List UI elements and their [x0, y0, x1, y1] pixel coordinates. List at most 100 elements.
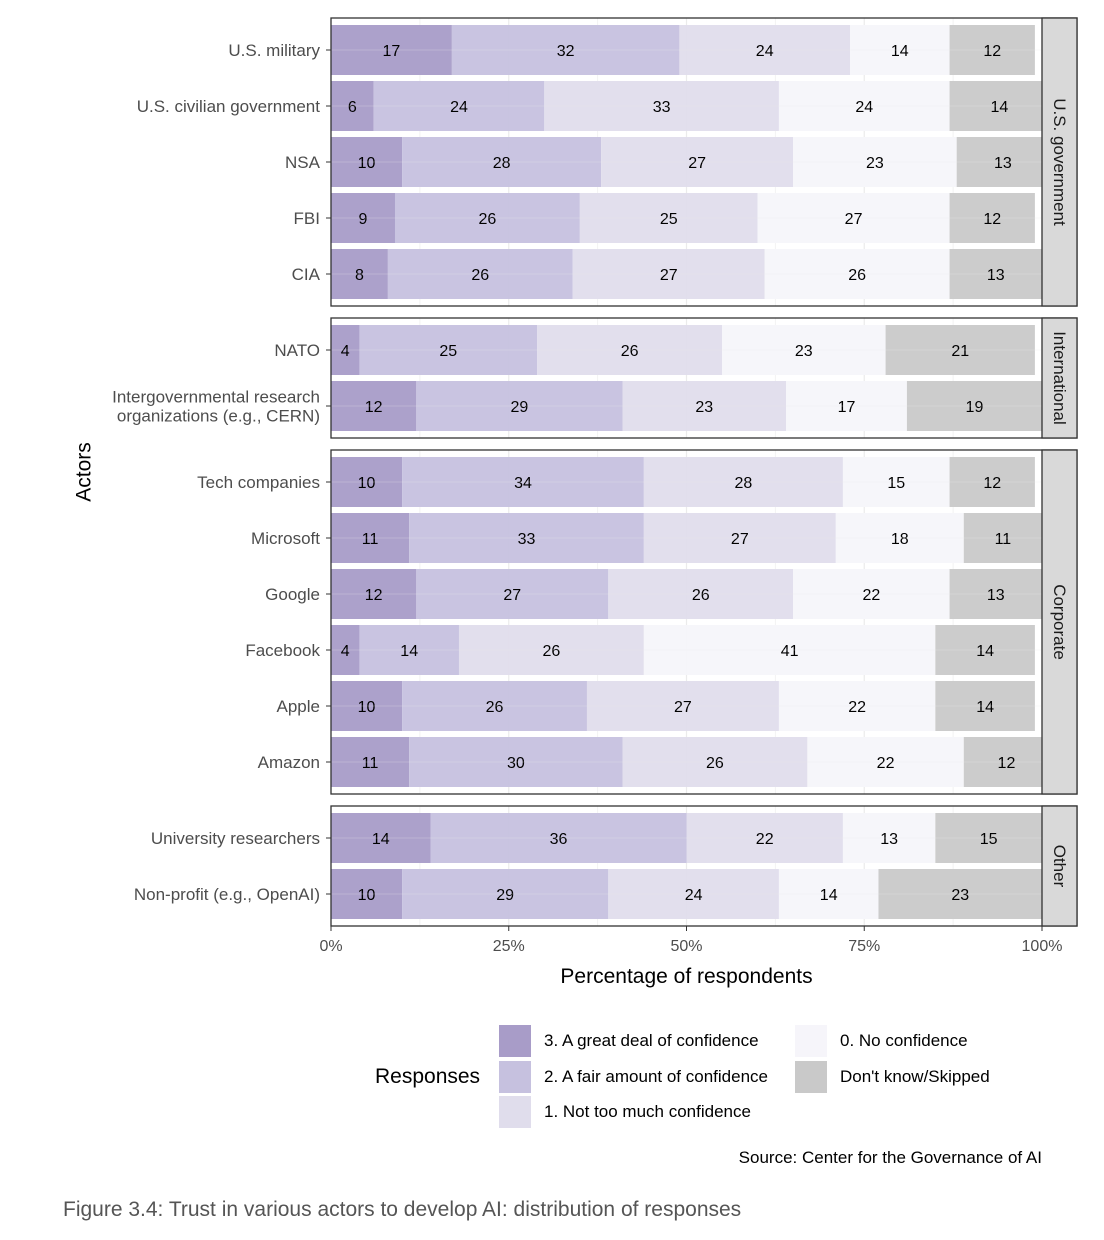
legend-label-dont-know: Don't know/Skipped: [840, 1067, 990, 1086]
data-label: 13: [987, 267, 1005, 284]
legend-swatch-not-too-much: [499, 1096, 531, 1128]
facet-strip: [1041, 805, 1078, 927]
data-label: 24: [685, 887, 703, 904]
x-tick-label: 100%: [1022, 938, 1063, 955]
data-label: 34: [514, 475, 532, 492]
data-label: 14: [372, 831, 390, 848]
data-label: 9: [359, 211, 368, 228]
legend-item-fair-amount: 2. A fair amount of confidence: [499, 1060, 768, 1094]
legend-item-not-too-much: 1. Not too much confidence: [499, 1095, 751, 1129]
data-label: 27: [674, 699, 692, 716]
legend-swatch-no-confidence: [795, 1025, 827, 1057]
data-label: 12: [983, 211, 1001, 228]
actor-label-u-s-military: U.S. military: [228, 41, 320, 60]
legend-item-great-deal: 3. A great deal of confidence: [499, 1024, 759, 1058]
data-label: 28: [493, 155, 511, 172]
data-label: 22: [877, 755, 895, 772]
actor-label-non-profit-e-g-openai: Non-profit (e.g., OpenAI): [134, 885, 320, 904]
data-label: 26: [706, 755, 724, 772]
data-label: 26: [692, 587, 710, 604]
data-label: 12: [983, 43, 1001, 60]
legend-label-fair-amount: 2. A fair amount of confidence: [544, 1067, 768, 1086]
data-label: 27: [731, 531, 749, 548]
data-label: 28: [734, 475, 752, 492]
data-label: 12: [365, 587, 383, 604]
data-label: 25: [439, 343, 457, 360]
actor-label-organizations-e-g-cern: organizations (e.g., CERN): [117, 407, 320, 426]
legend-item-no-confidence: 0. No confidence: [795, 1024, 968, 1058]
actor-label-facebook: Facebook: [245, 641, 320, 660]
data-label: 4: [341, 643, 350, 660]
actor-label-cia: CIA: [292, 265, 321, 284]
data-label: 27: [688, 155, 706, 172]
data-label: 26: [621, 343, 639, 360]
legend-swatch-dont-know: [795, 1061, 827, 1093]
data-label: 22: [848, 699, 866, 716]
data-label: 29: [496, 887, 514, 904]
actor-label-amazon: Amazon: [258, 753, 320, 772]
data-label: 26: [471, 267, 489, 284]
data-label: 12: [365, 399, 383, 416]
facet-label-international: International: [1050, 331, 1069, 425]
data-label: 14: [400, 643, 418, 660]
legend: Responses 3. A great deal of confidence …: [370, 1022, 1050, 1132]
data-label: 17: [383, 43, 401, 60]
data-label: 23: [795, 343, 813, 360]
y-axis-title: Actors: [73, 442, 96, 502]
data-label: 26: [486, 699, 504, 716]
data-label: 11: [362, 755, 379, 772]
data-label: 27: [503, 587, 521, 604]
legend-title: Responses: [375, 1065, 481, 1088]
data-label: 33: [518, 531, 536, 548]
data-label: 23: [695, 399, 713, 416]
actor-label-u-s-civilian-government: U.S. civilian government: [137, 97, 321, 116]
actor-label-apple: Apple: [277, 697, 320, 716]
legend-label-not-too-much: 1. Not too much confidence: [544, 1102, 751, 1121]
data-label: 19: [966, 399, 984, 416]
data-label: 23: [866, 155, 884, 172]
data-label: 26: [848, 267, 866, 284]
stacked-bar-chart: 17 32 24 14 12 U.S. military 6 24 33 24 14 U.S. civ…: [73, 17, 1078, 988]
data-label: 10: [358, 475, 376, 492]
data-label: 41: [781, 643, 799, 660]
actor-label-nsa: NSA: [285, 153, 321, 172]
x-tick-label: 25%: [493, 938, 525, 955]
source-note: Source: Center for the Governance of AI: [738, 1148, 1042, 1167]
x-tick-label: 75%: [848, 938, 880, 955]
facet-strip: [1041, 317, 1078, 439]
legend-label-no-confidence: 0. No confidence: [840, 1031, 968, 1050]
data-label: 26: [543, 643, 561, 660]
data-label: 21: [951, 343, 969, 360]
facet-strip: [1041, 449, 1078, 795]
actor-label-fbi: FBI: [294, 209, 320, 228]
data-label: 36: [550, 831, 568, 848]
data-label: 11: [995, 531, 1012, 548]
data-label: 24: [855, 99, 873, 116]
data-label: 15: [980, 831, 998, 848]
data-label: 11: [362, 531, 379, 548]
data-label: 22: [756, 831, 774, 848]
data-label: 27: [845, 211, 863, 228]
data-label: 13: [994, 155, 1012, 172]
legend-item-dont-know: Don't know/Skipped: [795, 1060, 990, 1094]
data-label: 14: [990, 99, 1008, 116]
data-label: 22: [862, 587, 880, 604]
actor-label-intergovernmental-research: Intergovernmental research: [112, 388, 320, 407]
data-label: 29: [511, 399, 529, 416]
facet-label-corporate: Corporate: [1050, 584, 1069, 660]
actor-label-university-researchers: University researchers: [151, 829, 320, 848]
data-label: 14: [820, 887, 838, 904]
data-label: 12: [998, 755, 1016, 772]
data-label: 27: [660, 267, 678, 284]
data-label: 33: [653, 99, 671, 116]
data-label: 25: [660, 211, 678, 228]
data-label: 24: [756, 43, 774, 60]
facet-label-u-s-government: U.S. government: [1050, 98, 1069, 226]
data-label: 10: [358, 155, 376, 172]
legend-swatch-fair-amount: [499, 1061, 531, 1093]
data-label: 30: [507, 755, 525, 772]
data-label: 8: [355, 267, 364, 284]
data-label: 23: [951, 887, 969, 904]
data-label: 6: [348, 99, 357, 116]
data-label: 18: [891, 531, 909, 548]
